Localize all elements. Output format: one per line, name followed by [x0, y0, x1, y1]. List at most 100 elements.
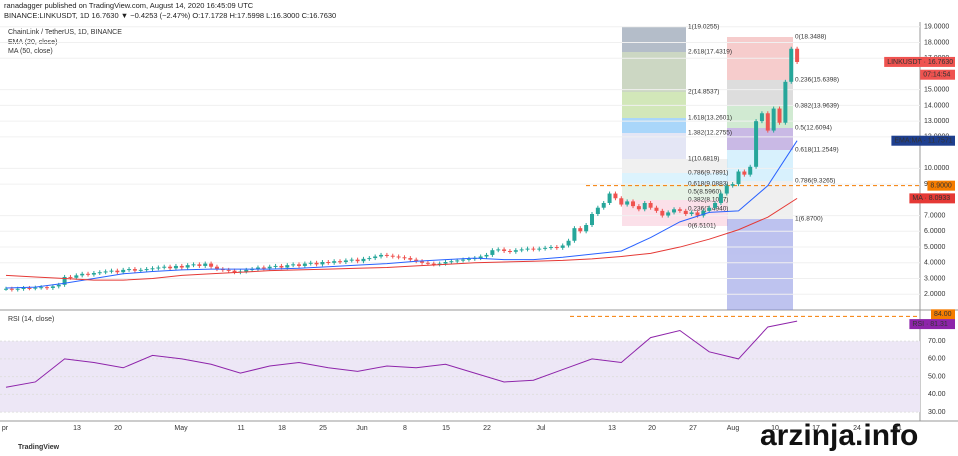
candle [584, 225, 589, 232]
rsi-tag [909, 319, 955, 330]
candle [742, 171, 747, 175]
candle [203, 263, 208, 266]
price-tag [927, 180, 955, 191]
y-tick-label: 19.0000 [924, 24, 949, 31]
candle [713, 202, 718, 208]
x-tick-label: 22 [483, 425, 491, 432]
candle [308, 262, 313, 264]
zone [622, 27, 686, 52]
zone [727, 80, 793, 106]
candle [642, 202, 647, 210]
y-tick-label: 70.00 [928, 338, 946, 345]
price-tag-label: 8.9000 [930, 183, 952, 190]
candle [162, 266, 167, 268]
candle [302, 263, 307, 266]
candle [466, 258, 471, 260]
zone [727, 219, 793, 310]
candle [179, 265, 184, 268]
candle [765, 113, 770, 131]
candle [144, 269, 149, 271]
candle [103, 271, 108, 273]
rsi-tag-label: RSI · 81.31 [912, 321, 948, 328]
x-tick-label: 18 [278, 425, 286, 432]
candle [683, 210, 688, 214]
candle [420, 261, 425, 263]
candle [74, 275, 79, 278]
candle [496, 249, 501, 251]
x-tick-label: 25 [319, 425, 327, 432]
rsi-tag-label: 84.00 [934, 311, 952, 318]
y-tick-label: 40.00 [928, 391, 946, 398]
x-tick-label: 13 [608, 425, 616, 432]
price-tag-label: EMA:MA · 11.7571 [894, 138, 952, 145]
candle [478, 256, 483, 259]
brand: TradingView [18, 444, 60, 451]
candle [689, 212, 694, 214]
candle [27, 287, 32, 289]
candle [748, 166, 753, 175]
candle [443, 262, 448, 264]
x-tick-label: 10 [771, 425, 779, 432]
candle [86, 273, 91, 275]
quote: BINANCE:LINKUSDT, 1D 16.7630 ▼ −0.4253 (… [4, 11, 336, 20]
fib-label: 0(18.3488) [795, 34, 826, 41]
candle [343, 260, 348, 262]
candle [572, 228, 577, 241]
candle [607, 193, 612, 203]
candle [771, 108, 776, 131]
x-tick-label: Aug [727, 425, 740, 432]
fib-label: 0.786(9.7891) [688, 170, 728, 177]
x-tick-label: 13 [73, 425, 81, 432]
candle [730, 184, 735, 186]
fib-label: 0.786(9.3265) [795, 178, 835, 185]
candle [437, 263, 442, 265]
candle [355, 259, 360, 262]
candle [490, 250, 495, 255]
candle [373, 256, 378, 259]
price-tag-label: LINKUSDT · 16.7630 [887, 59, 953, 66]
y-tick-label: 60.00 [928, 356, 946, 363]
candle [173, 265, 178, 269]
candle [33, 287, 38, 289]
candle [267, 266, 272, 269]
candle [320, 262, 325, 265]
fib-label: 0.618(9.0883) [688, 181, 728, 188]
price-tag [909, 193, 955, 204]
x-tick-label: 11 [237, 425, 244, 432]
candle [619, 198, 624, 205]
candle [783, 81, 788, 123]
candle [15, 288, 20, 290]
candle [672, 209, 677, 213]
x-tick-label: 31 [894, 425, 902, 432]
candle [80, 273, 85, 276]
candle [531, 248, 536, 250]
candle [191, 264, 196, 266]
candle [244, 269, 249, 272]
candle [414, 259, 419, 262]
candle [21, 287, 26, 289]
candle [449, 261, 454, 263]
zone [727, 181, 793, 219]
candle [390, 255, 395, 257]
candle [138, 269, 143, 271]
candle [578, 228, 583, 232]
indicator-line [5, 197, 798, 281]
candle [285, 265, 290, 268]
candle [226, 269, 231, 271]
candle [537, 248, 542, 250]
zone [622, 118, 686, 133]
candle [666, 212, 671, 216]
zone [622, 159, 728, 173]
fib-label: 2(14.8537) [688, 89, 719, 96]
candle [677, 209, 682, 211]
fib-right-zones [727, 37, 793, 310]
candle [566, 240, 571, 246]
price-tag [891, 135, 955, 146]
y-tick-label: 50.00 [928, 373, 946, 380]
candle [408, 258, 413, 260]
candle [789, 48, 794, 82]
candle [291, 264, 296, 266]
candle [279, 265, 284, 268]
symbol-title: ChainLink / TetherUS, 1D, BINANCE [8, 29, 122, 36]
